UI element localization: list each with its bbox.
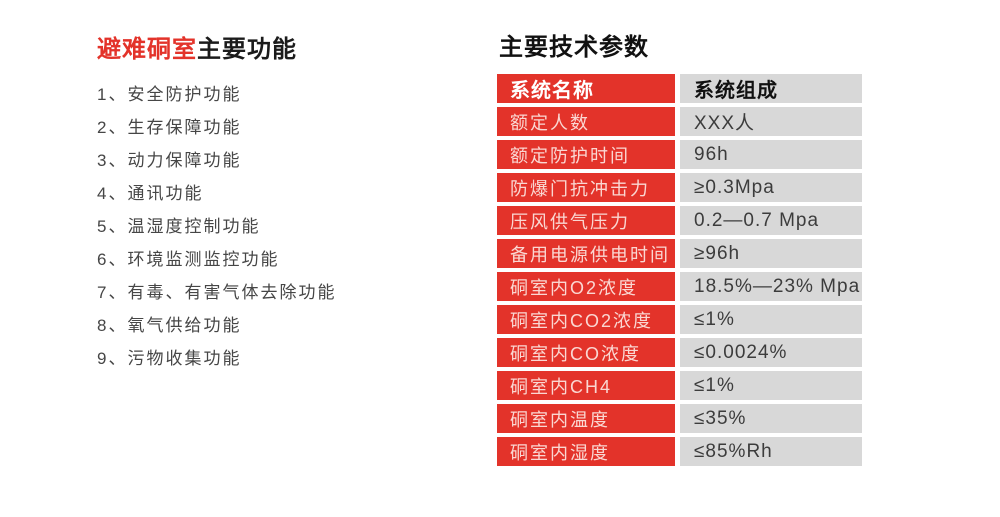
function-list-item: 5、温湿度控制功能 bbox=[97, 217, 261, 236]
param-value-header-cell: 系统组成 bbox=[680, 74, 862, 103]
function-list-item: 6、环境监测监控功能 bbox=[97, 250, 280, 269]
functions-title-rest: 主要功能 bbox=[197, 36, 297, 63]
param-value-cell: XXX人 bbox=[680, 107, 862, 136]
parameters-table: 系统名称 系统组成 额定人数 XXX人 额定防护时间 96h 防爆门抗冲击力 ≥0.3Mpa 压… bbox=[497, 74, 862, 466]
functions-title-highlight: 避难硐室 bbox=[97, 36, 197, 63]
param-value-cell: 96h bbox=[680, 140, 862, 169]
functions-list: 1、安全防护功能 2、生存保障功能 3、动力保障功能 4、通讯功能 5、温湿度控制功能 6… bbox=[97, 76, 457, 373]
table-row: 硐室内O2浓度 18.5%—23% Mpa bbox=[497, 272, 862, 301]
table-row: 额定防护时间 96h bbox=[497, 140, 862, 169]
param-value-cell: ≤1% bbox=[680, 305, 862, 334]
parameters-section: 主要技术参数 系统名称 系统组成 额定人数 XXX人 额定防护时间 96h 防爆门抗冲击力 ≥… bbox=[497, 34, 867, 470]
table-row: 备用电源供电时间 ≥96h bbox=[497, 239, 862, 268]
param-name-cell: 硐室内CO浓度 bbox=[497, 338, 675, 367]
param-value-cell: ≤0.0024% bbox=[680, 338, 862, 367]
function-list-item: 9、污物收集功能 bbox=[97, 349, 242, 368]
param-name-cell: 硐室内O2浓度 bbox=[497, 272, 675, 301]
param-name-cell: 硐室内CH4 bbox=[497, 371, 675, 400]
table-row: 硐室内CO2浓度 ≤1% bbox=[497, 305, 862, 334]
param-name-cell: 硐室内温度 bbox=[497, 404, 675, 433]
table-row: 硐室内湿度 ≤85%Rh bbox=[497, 437, 862, 466]
param-value-cell: 18.5%—23% Mpa bbox=[680, 272, 862, 301]
function-list-item: 7、有毒、有害气体去除功能 bbox=[97, 283, 337, 302]
param-name-cell: 防爆门抗冲击力 bbox=[497, 173, 675, 202]
table-row: 硐室内温度 ≤35% bbox=[497, 404, 862, 433]
table-row: 硐室内CH4 ≤1% bbox=[497, 371, 862, 400]
function-list-item: 1、安全防护功能 bbox=[97, 85, 242, 104]
function-list-item: 3、动力保障功能 bbox=[97, 151, 242, 170]
param-value-cell: 0.2—0.7 Mpa bbox=[680, 206, 862, 235]
param-name-header-cell: 系统名称 bbox=[497, 74, 675, 103]
param-value-cell: ≥0.3Mpa bbox=[680, 173, 862, 202]
param-name-cell: 硐室内湿度 bbox=[497, 437, 675, 466]
param-name-cell: 备用电源供电时间 bbox=[497, 239, 675, 268]
param-value-cell: ≤35% bbox=[680, 404, 862, 433]
table-row: 防爆门抗冲击力 ≥0.3Mpa bbox=[497, 173, 862, 202]
table-row: 压风供气压力 0.2—0.7 Mpa bbox=[497, 206, 862, 235]
functions-title: 避难硐室主要功能 bbox=[97, 36, 457, 64]
param-name-cell: 额定人数 bbox=[497, 107, 675, 136]
function-list-item: 2、生存保障功能 bbox=[97, 118, 242, 137]
function-list-item: 8、氧气供给功能 bbox=[97, 316, 242, 335]
param-name-cell: 压风供气压力 bbox=[497, 206, 675, 235]
param-value-cell: ≤1% bbox=[680, 371, 862, 400]
table-row: 额定人数 XXX人 bbox=[497, 107, 862, 136]
param-name-cell: 硐室内CO2浓度 bbox=[497, 305, 675, 334]
table-row: 硐室内CO浓度 ≤0.0024% bbox=[497, 338, 862, 367]
table-header-row: 系统名称 系统组成 bbox=[497, 74, 862, 103]
function-list-item: 4、通讯功能 bbox=[97, 184, 204, 203]
param-value-cell: ≤85%Rh bbox=[680, 437, 862, 466]
param-name-cell: 额定防护时间 bbox=[497, 140, 675, 169]
functions-section: 避难硐室主要功能 1、安全防护功能 2、生存保障功能 3、动力保障功能 4、通讯功能 5… bbox=[97, 36, 457, 373]
parameters-title: 主要技术参数 bbox=[499, 34, 649, 61]
param-value-cell: ≥96h bbox=[680, 239, 862, 268]
